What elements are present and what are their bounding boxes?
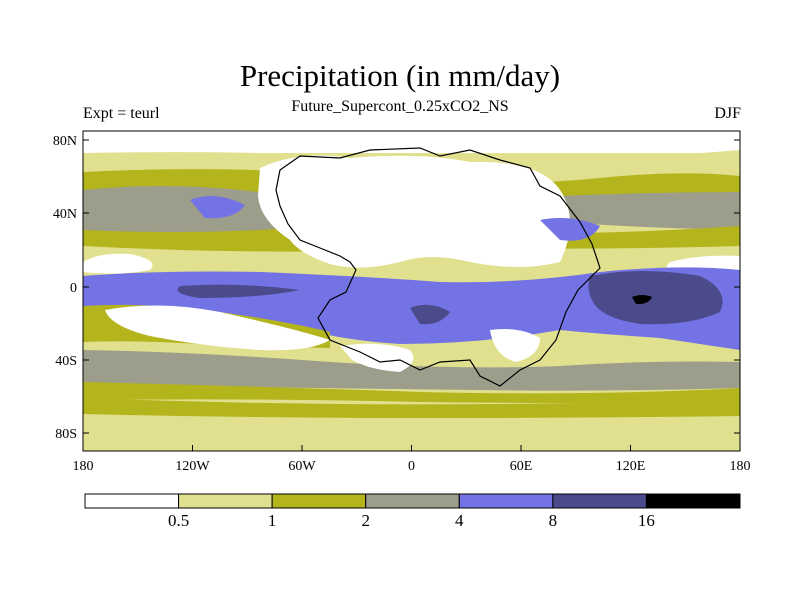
- x-tick-label: 60W: [288, 459, 316, 474]
- colorbar-level-label: 4: [455, 511, 464, 530]
- field-band-s4: [83, 413, 740, 451]
- plot-subtitle: Future_Supercont_0.25xCO2_NS: [291, 98, 509, 115]
- x-tick-label: 0: [408, 459, 415, 474]
- y-tick-label: 40N: [53, 207, 77, 222]
- y-tick-label: 80N: [53, 134, 77, 149]
- field-blue-nw-spot: [190, 196, 245, 219]
- colorbar: 0.5 1 2 4 8 16: [84, 493, 741, 530]
- x-tick-label: 120E: [616, 459, 646, 474]
- colorbar-swatch: [458, 493, 554, 509]
- field-white-supercontinent: [258, 155, 570, 268]
- y-tick-label: 0: [70, 281, 77, 296]
- colorbar-swatch: [365, 493, 460, 509]
- colorbar-swatch: [552, 493, 647, 509]
- field-band-s3: [83, 382, 740, 403]
- precip-field: [83, 131, 740, 451]
- x-axis: 180 120W 60W 0 60E 120E 180: [73, 445, 751, 474]
- field-white-nw: [83, 253, 153, 274]
- field-band-n5: [83, 248, 740, 273]
- x-tick-label: 60E: [510, 459, 533, 474]
- plot-title: Precipitation (in mm/day): [239, 58, 561, 93]
- colorbar-level-label: 1: [268, 511, 277, 530]
- colorbar-level-label: 8: [549, 511, 558, 530]
- y-tick-label: 80S: [55, 427, 77, 442]
- field-band-s2: [83, 350, 740, 391]
- season-label: DJF: [714, 105, 741, 122]
- field-max-black: [632, 295, 652, 305]
- experiment-label: Expt = teurl: [83, 105, 160, 122]
- y-tick-label: 40S: [55, 354, 77, 369]
- field-band-s5: [83, 398, 740, 418]
- x-tick-label: 180: [73, 459, 94, 474]
- field-dark-continent: [410, 304, 450, 325]
- y-axis: 80N 40N 0 40S 80S: [53, 134, 740, 442]
- colorbar-swatch: [271, 493, 367, 509]
- colorbar-swatch: [645, 493, 741, 509]
- field-blue-ne-spot: [540, 218, 600, 241]
- colorbar-level-label: 0.5: [168, 511, 189, 530]
- field-north-polar-white: [83, 131, 740, 153]
- field-itcz-dark-west: [177, 284, 300, 298]
- colorbar-level-label: 16: [638, 511, 655, 530]
- field-white-south-2: [490, 329, 540, 362]
- colorbar-swatch: [178, 493, 273, 509]
- colorbar-level-label: 2: [361, 511, 370, 530]
- colorbar-swatch: [84, 493, 180, 509]
- field-white-sw: [105, 305, 330, 351]
- x-tick-label: 180: [730, 459, 751, 474]
- field-itcz-dark-east: [588, 271, 723, 325]
- continent-outline: [275, 147, 601, 387]
- x-tick-label: 120W: [175, 459, 210, 474]
